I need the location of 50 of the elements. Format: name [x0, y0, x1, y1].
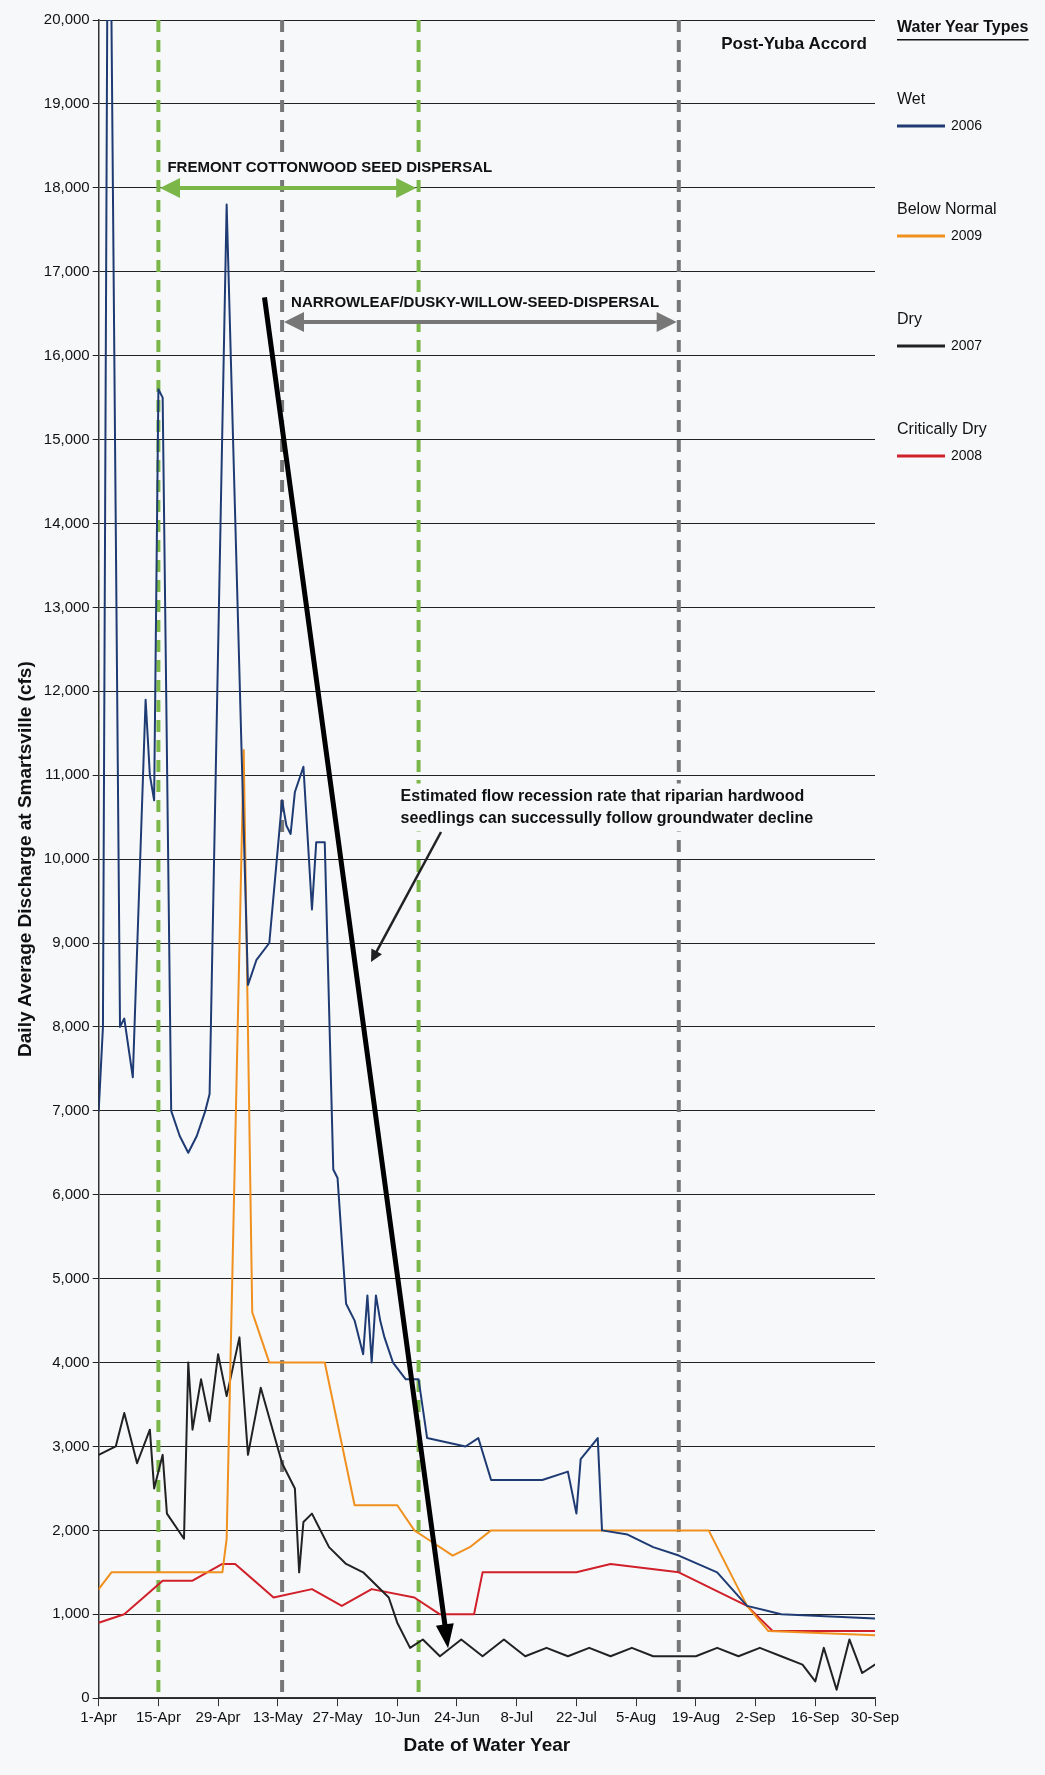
x-tick-label: 13-May [252, 1708, 304, 1726]
y-tick-label: 6,000 [52, 1184, 90, 1202]
y-tick-label: 14,000 [43, 513, 90, 531]
x-tick-label: 22-Jul [555, 1708, 597, 1726]
annotation: NARROWLEAF/DUSKY-WILLOW-SEED-DISPERSAL [291, 292, 660, 310]
y-tick-label: 16,000 [43, 345, 90, 363]
y-tick-label: 17,000 [43, 261, 90, 279]
x-tick-label: 30-Sep [850, 1708, 900, 1726]
x-tick-label: 27-May [312, 1708, 364, 1726]
y-tick-label: 9,000 [52, 933, 90, 951]
y-tick-label: 3,000 [52, 1436, 90, 1454]
annotation: Post-Yuba Accord [721, 33, 867, 53]
legend-label: 2008 [951, 446, 983, 463]
y-tick-label: 5,000 [52, 1268, 90, 1286]
text: Wet [897, 90, 926, 108]
x-tick-label: 8-Jul [500, 1708, 533, 1726]
y-tick-label: 19,000 [43, 94, 90, 112]
x-tick-label: 1-Apr [80, 1708, 118, 1726]
legend-title: Water Year Types [897, 18, 1029, 36]
y-tick-label: 15,000 [43, 429, 90, 447]
y-tick-label: 20,000 [43, 10, 90, 28]
y-tick-label: 8,000 [52, 1017, 90, 1035]
legend-label: 2006 [951, 116, 983, 133]
x-tick-label: 10-Jun [374, 1708, 421, 1726]
x-tick-label: 2-Sep [735, 1708, 776, 1726]
x-tick-label: 16-Sep [791, 1708, 840, 1726]
y-tick-label: 18,000 [43, 177, 90, 195]
y-tick-label: 11,000 [44, 765, 90, 783]
y-axis-title: Daily Average Discharge at Smartsville (cfs) [13, 661, 35, 1057]
text: Critically Dry [897, 420, 987, 438]
legend-label: 2007 [951, 336, 983, 353]
y-tick-label: 4,000 [52, 1352, 90, 1370]
x-tick-label: 24-Jun [434, 1708, 480, 1726]
x-axis-title: Date of Water Year [403, 1733, 571, 1755]
x-tick-label: 19-Aug [671, 1708, 721, 1726]
text: Dry [897, 310, 922, 328]
y-tick-label: 1,000 [52, 1604, 90, 1622]
y-tick-label: 10,000 [43, 849, 90, 867]
x-tick-label: 29-Apr [195, 1708, 241, 1726]
y-tick-label: 0 [81, 1688, 90, 1706]
y-tick-label: 12,000 [43, 681, 90, 699]
x-tick-label: 15-Apr [135, 1708, 181, 1726]
legend-label: 2009 [951, 226, 983, 243]
annotation: FREMONT COTTONWOOD SEED DISPERSAL [167, 158, 493, 176]
text: Below Normal [897, 200, 997, 218]
y-tick-label: 13,000 [43, 597, 90, 615]
annotation: Estimated flow recession rate that riparian hardwood seedlings can successully follow groundwater decline [400, 786, 814, 826]
y-tick-label: 7,000 [52, 1100, 90, 1118]
x-tick-label: 5-Aug [616, 1708, 657, 1726]
y-tick-label: 2,000 [52, 1520, 90, 1538]
